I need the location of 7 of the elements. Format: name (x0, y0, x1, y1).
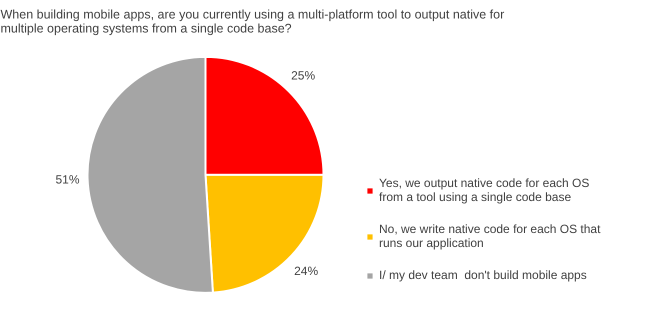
data-label: 51% (56, 172, 80, 186)
data-label: 24% (294, 264, 318, 278)
legend-label: No, we write native code for each OS that runs our application (379, 222, 600, 250)
data-label: 25% (291, 68, 316, 82)
legend-label: Yes, we output native code for each OS from a tool using a single code base (379, 176, 590, 204)
legend-label: I/ my dev team don't build mobile apps (379, 268, 587, 282)
chart-title: When building mobile apps, are you currently using a multi-platform tool to output native for multiple operating systems from a single code base? (0, 8, 504, 36)
